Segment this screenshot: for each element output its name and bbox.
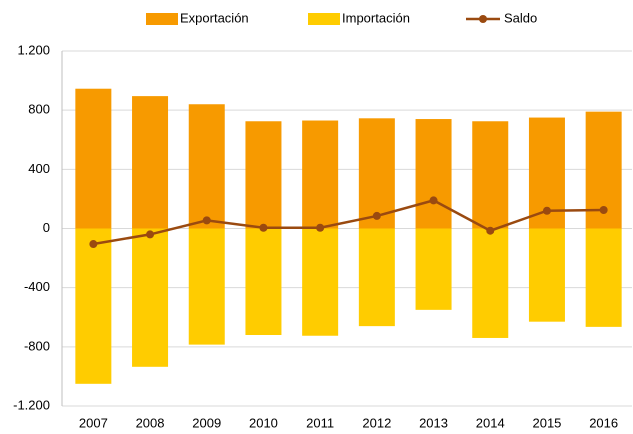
bar bbox=[472, 121, 509, 229]
bar bbox=[302, 120, 339, 229]
bar bbox=[132, 96, 169, 229]
marker bbox=[89, 240, 98, 249]
bar bbox=[528, 228, 565, 322]
x-tick-label: 2015 bbox=[532, 415, 561, 430]
bar bbox=[188, 228, 225, 345]
bar bbox=[415, 119, 452, 229]
marker bbox=[486, 226, 495, 235]
x-tick-label: 2014 bbox=[476, 415, 505, 430]
y-tick-label: -1.200 bbox=[13, 397, 50, 412]
marker bbox=[146, 230, 155, 239]
marker bbox=[202, 216, 211, 225]
y-tick-label: -800 bbox=[24, 338, 50, 353]
x-tick-label: 2013 bbox=[419, 415, 448, 430]
y-tick-label: -400 bbox=[24, 279, 50, 294]
legend-marker bbox=[479, 15, 487, 23]
y-tick-label: 0 bbox=[43, 220, 50, 235]
bar bbox=[132, 228, 169, 367]
bar bbox=[75, 228, 112, 384]
bar bbox=[188, 104, 225, 229]
legend-label: Importación bbox=[342, 10, 410, 25]
marker bbox=[542, 206, 551, 215]
bar bbox=[75, 88, 112, 229]
x-tick-label: 2008 bbox=[136, 415, 165, 430]
marker bbox=[372, 211, 381, 220]
bar bbox=[585, 228, 622, 327]
y-tick-label: 400 bbox=[28, 161, 50, 176]
bar bbox=[358, 228, 395, 327]
x-tick-label: 2016 bbox=[589, 415, 618, 430]
marker bbox=[599, 206, 608, 215]
x-tick-label: 2007 bbox=[79, 415, 108, 430]
bar bbox=[245, 121, 282, 229]
marker bbox=[429, 196, 438, 205]
legend-swatch bbox=[308, 13, 340, 25]
x-tick-label: 2011 bbox=[306, 415, 334, 430]
marker bbox=[259, 223, 268, 232]
y-tick-label: 1.200 bbox=[17, 42, 50, 57]
bar bbox=[245, 228, 282, 335]
legend-swatch bbox=[146, 13, 178, 25]
legend-label: Saldo bbox=[504, 10, 537, 25]
bar bbox=[472, 228, 509, 338]
marker bbox=[316, 223, 325, 232]
x-tick-label: 2009 bbox=[192, 415, 221, 430]
legend-label: Exportación bbox=[180, 10, 249, 25]
x-tick-label: 2010 bbox=[249, 415, 278, 430]
x-tick-label: 2012 bbox=[362, 415, 391, 430]
line bbox=[93, 199, 604, 246]
y-tick-label: 800 bbox=[28, 102, 50, 117]
bar bbox=[302, 228, 339, 336]
bar bbox=[358, 118, 395, 229]
bar bbox=[415, 228, 452, 310]
